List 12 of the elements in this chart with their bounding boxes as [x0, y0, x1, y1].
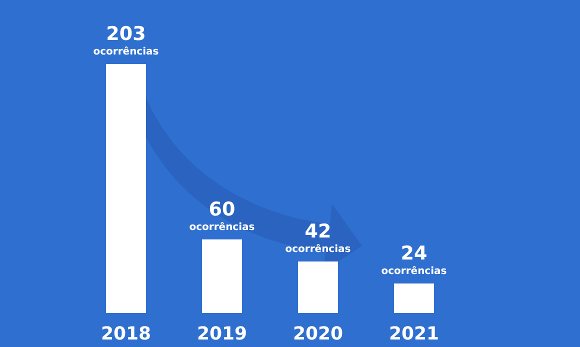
- bar: [298, 261, 338, 313]
- x-tick-label: 2018: [100, 324, 152, 344]
- data-label: 42 ocorrências: [285, 220, 351, 255]
- x-tick-label: 2021: [388, 324, 440, 344]
- bar: [394, 284, 434, 313]
- x-tick-label: 2019: [196, 324, 248, 344]
- x-tick-label: 2020: [292, 324, 344, 344]
- bar: [202, 239, 242, 313]
- data-label: 24 ocorrências: [381, 242, 447, 278]
- data-label: 203 ocorrências: [93, 23, 159, 58]
- data-label: 60 ocorrências: [189, 198, 255, 233]
- bar: [106, 64, 146, 313]
